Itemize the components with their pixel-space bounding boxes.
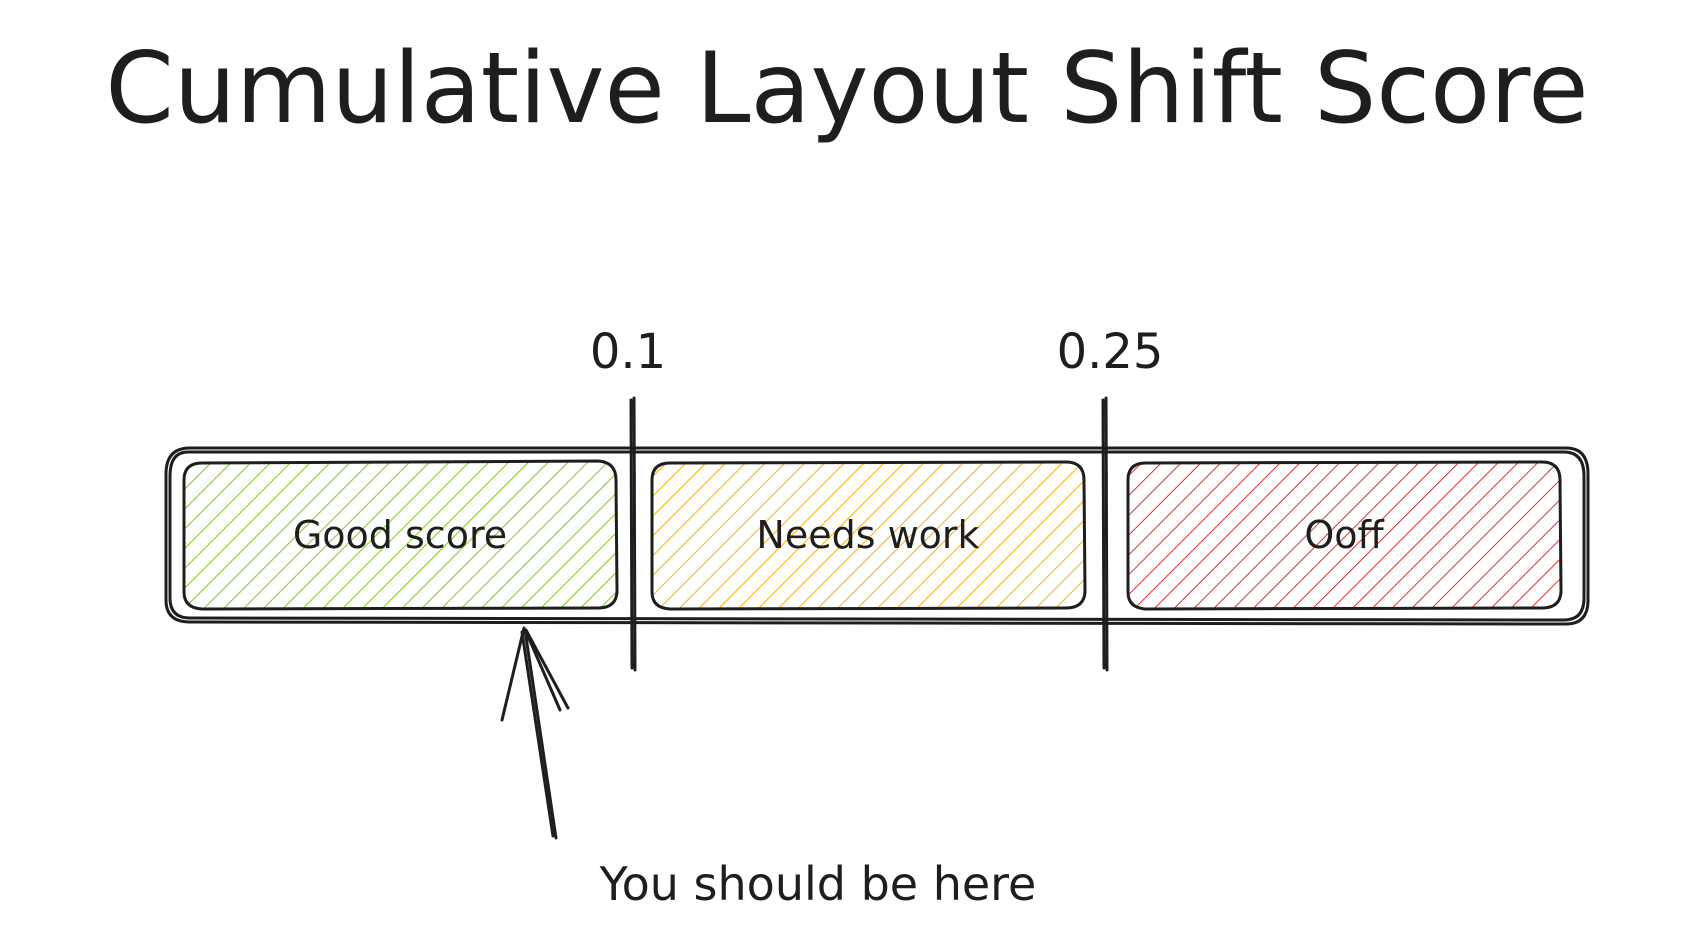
annotation-text: You should be here (599, 857, 1037, 911)
threshold-0-1: 0.1 (590, 324, 666, 672)
segment-poor: Ooff (1126, 460, 1563, 611)
scale-container (164, 446, 1590, 626)
segment-good-label: Good score (293, 513, 507, 557)
segment-needs-work-label: Needs work (756, 513, 979, 557)
threshold-0-1-label: 0.1 (590, 324, 666, 380)
arrow-icon (500, 626, 570, 840)
segment-needs-work: Needs work (650, 460, 1087, 611)
segment-good: Good score (182, 459, 619, 611)
threshold-0-25: 0.25 (1057, 324, 1164, 672)
threshold-0-25-label: 0.25 (1057, 324, 1164, 380)
segment-poor-label: Ooff (1304, 513, 1384, 557)
diagram-title: Cumulative Layout Shift Score (105, 32, 1588, 146)
